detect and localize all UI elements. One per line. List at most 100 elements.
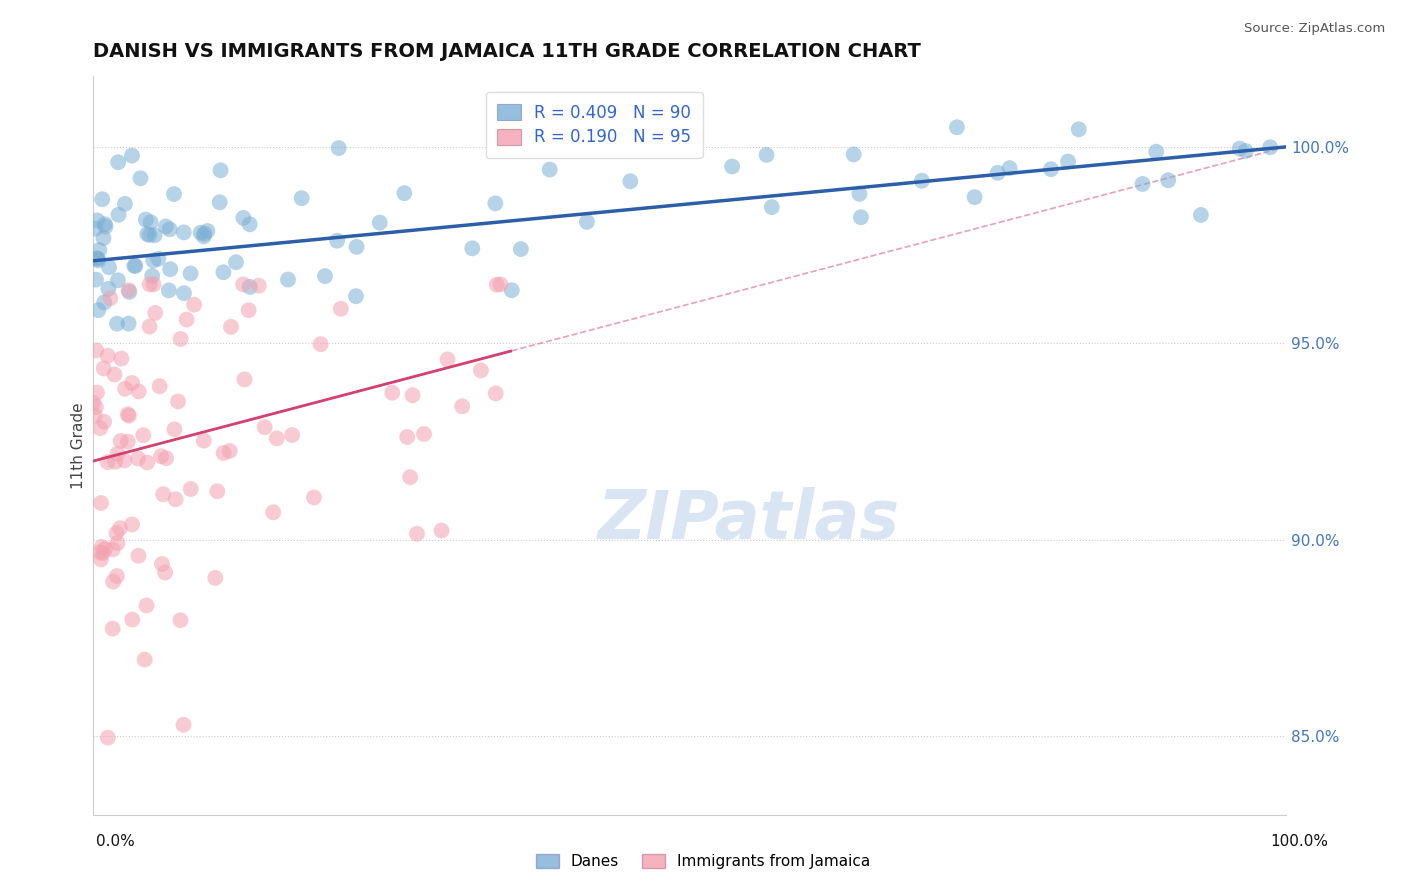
Point (1039, 162, 1062, 177)
Point (987, 166, 1010, 180)
Legend: Danes, Immigrants from Jamaica: Danes, Immigrants from Jamaica (530, 848, 876, 875)
Point (233, 372, 256, 386)
Point (163, 422, 186, 436)
Point (105, 569, 128, 583)
Point (135, 599, 157, 613)
Point (82, 395, 104, 409)
Point (842, 147, 865, 161)
Point (721, 160, 744, 174)
Point (142, 253, 165, 268)
Point (173, 718, 195, 732)
Point (97, 455, 120, 469)
Point (159, 262, 181, 277)
Point (86, 252, 108, 266)
Point (107, 536, 129, 550)
Text: 0.0%: 0.0% (96, 834, 135, 849)
Point (484, 196, 506, 211)
Point (107, 155, 129, 169)
Y-axis label: 11th Grade: 11th Grade (72, 402, 86, 489)
Point (87, 253, 110, 268)
Point (129, 171, 152, 186)
Point (401, 388, 423, 402)
Point (118, 285, 141, 299)
Point (619, 174, 641, 188)
Point (238, 303, 260, 318)
Point (291, 191, 314, 205)
Point (394, 186, 416, 201)
Point (451, 400, 474, 414)
Point (93, 295, 115, 310)
Point (262, 505, 284, 519)
Point (176, 312, 198, 326)
Legend: R = 0.409   N = 90, R = 0.190   N = 95: R = 0.409 N = 90, R = 0.190 N = 95 (485, 92, 703, 158)
Point (138, 277, 160, 292)
Point (110, 351, 132, 366)
Point (134, 652, 156, 666)
Point (121, 517, 143, 532)
Point (117, 317, 139, 331)
Point (169, 613, 191, 627)
Point (94, 541, 117, 556)
Point (163, 187, 186, 202)
Point (396, 430, 419, 444)
Point (266, 431, 288, 445)
Point (149, 379, 172, 393)
Point (91, 546, 114, 560)
Point (232, 277, 254, 292)
Point (219, 319, 242, 334)
Point (105, 526, 128, 541)
Point (314, 269, 336, 284)
Point (89, 545, 111, 559)
Point (1132, 177, 1154, 191)
Point (159, 222, 181, 236)
Point (239, 217, 262, 231)
Point (309, 337, 332, 351)
Point (135, 212, 157, 227)
Point (121, 613, 143, 627)
Point (104, 455, 127, 469)
Point (101, 574, 124, 589)
Point (101, 622, 124, 636)
Point (152, 487, 174, 501)
Point (485, 277, 508, 292)
Point (1057, 154, 1080, 169)
Point (165, 492, 187, 507)
Point (141, 268, 163, 283)
Point (193, 229, 215, 244)
Point (138, 227, 160, 242)
Point (110, 434, 132, 448)
Point (946, 120, 969, 135)
Point (117, 434, 139, 449)
Point (90, 552, 112, 566)
Point (148, 252, 170, 266)
Point (127, 549, 149, 563)
Point (399, 470, 422, 484)
Point (98, 260, 121, 275)
Point (430, 524, 453, 538)
Point (83, 409, 105, 423)
Point (501, 283, 523, 297)
Point (849, 211, 872, 225)
Point (86, 213, 108, 227)
Point (1258, 140, 1281, 154)
Point (207, 484, 229, 499)
Point (436, 352, 458, 367)
Point (89, 243, 111, 257)
Point (87, 303, 110, 318)
Point (121, 148, 143, 162)
Point (1144, 145, 1167, 159)
Point (97, 282, 120, 296)
Point (107, 208, 129, 222)
Point (84, 400, 107, 414)
Point (112, 453, 135, 467)
Point (212, 265, 235, 279)
Point (117, 283, 139, 297)
Point (107, 273, 129, 287)
Point (136, 227, 159, 241)
Text: DANISH VS IMMIGRANTS FROM JAMAICA 11TH GRADE CORRELATION CHART: DANISH VS IMMIGRANTS FROM JAMAICA 11TH G… (93, 42, 921, 61)
Point (93, 231, 115, 245)
Point (225, 255, 247, 269)
Point (138, 319, 160, 334)
Point (247, 278, 270, 293)
Point (1229, 142, 1251, 156)
